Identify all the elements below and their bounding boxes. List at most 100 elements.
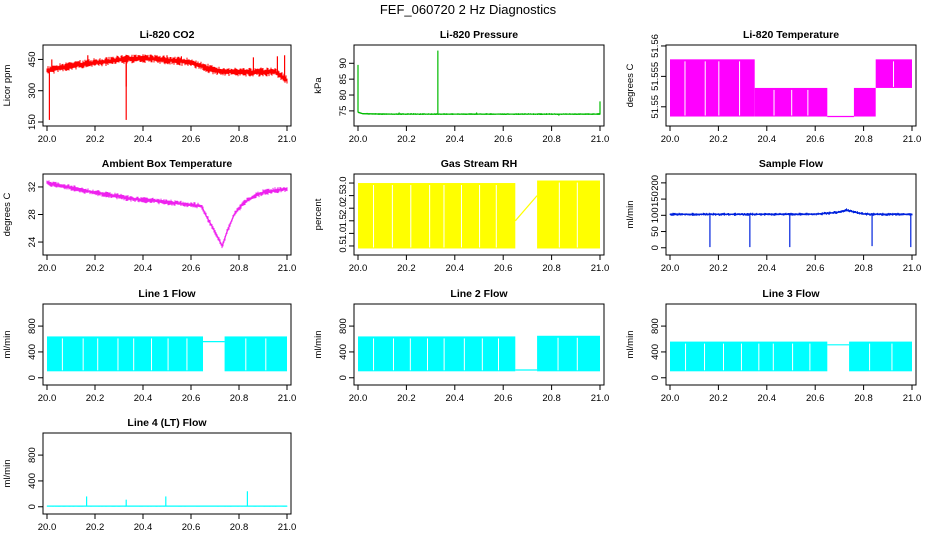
series-segment bbox=[853, 87, 876, 117]
x-tick-label: 20.8 bbox=[854, 134, 873, 145]
x-tick-label: 20.8 bbox=[230, 522, 249, 533]
y-tick-label: 51.56 bbox=[650, 34, 661, 58]
y-tick-label: 2.5 bbox=[338, 189, 349, 202]
y-tick-label: 400 bbox=[650, 344, 661, 360]
x-tick-label: 20.6 bbox=[494, 263, 513, 274]
x-tick-label: 20.0 bbox=[349, 263, 368, 274]
y-axis-label: degrees C bbox=[625, 63, 636, 107]
series-segment bbox=[358, 336, 516, 372]
series-segment bbox=[358, 183, 516, 249]
y-tick-label: 150 bbox=[650, 191, 661, 207]
y-tick-label: 150 bbox=[27, 114, 38, 130]
x-tick-label: 20.0 bbox=[38, 393, 57, 404]
panel-title: Sample Flow bbox=[759, 158, 824, 170]
x-tick-label: 20.2 bbox=[86, 134, 105, 145]
x-tick-label: 20.0 bbox=[38, 522, 57, 533]
plot-frame bbox=[42, 303, 292, 386]
y-tick-label: 0 bbox=[338, 375, 349, 380]
x-tick-label: 20.6 bbox=[806, 134, 825, 145]
x-tick-label: 20.2 bbox=[709, 263, 728, 274]
x-tick-label: 21.0 bbox=[591, 263, 610, 274]
y-axis-label: kPa bbox=[313, 77, 324, 94]
y-tick-label: 300 bbox=[27, 83, 38, 99]
series-segment bbox=[537, 180, 600, 249]
x-tick-label: 20.4 bbox=[758, 393, 777, 404]
x-tick-label: 20.0 bbox=[38, 134, 57, 145]
y-tick-label: 28 bbox=[27, 209, 38, 220]
x-tick-label: 20.4 bbox=[758, 263, 777, 274]
x-tick-label: 20.2 bbox=[397, 134, 416, 145]
y-axis-label: degrees C bbox=[2, 192, 13, 236]
plot-frame bbox=[353, 44, 605, 127]
x-tick-label: 20.6 bbox=[182, 134, 201, 145]
y-axis-label: ml/min bbox=[625, 201, 636, 229]
x-tick-label: 20.4 bbox=[134, 134, 153, 145]
y-tick-label: 51.55 bbox=[650, 95, 661, 119]
y-tick-label: 0.5 bbox=[338, 239, 349, 252]
x-tick-label: 20.8 bbox=[854, 393, 873, 404]
y-tick-label: 0 bbox=[650, 375, 661, 380]
series-line bbox=[357, 111, 600, 115]
panel-co2: Li-820 CO2 20.0 20.2 20.4 20.6 20.8 21.0 150 300… bbox=[2, 29, 296, 145]
panel-line4: Line 4 (LT) Flow 20.0 20.2 20.4 20.6 20.8 21.0… bbox=[2, 417, 296, 533]
y-tick-label: 1.5 bbox=[338, 214, 349, 227]
y-tick-label: 0 bbox=[27, 375, 38, 380]
panel-title: Line 2 Flow bbox=[450, 288, 508, 300]
x-tick-label: 20.6 bbox=[806, 393, 825, 404]
x-tick-label: 20.2 bbox=[86, 263, 105, 274]
x-tick-label: 20.0 bbox=[661, 134, 680, 145]
y-axis-label: percent bbox=[313, 198, 324, 230]
x-tick-label: 20.2 bbox=[86, 522, 105, 533]
y-tick-label: 800 bbox=[338, 318, 349, 334]
plot-frame bbox=[353, 173, 605, 256]
series-segment bbox=[224, 336, 287, 372]
x-tick-label: 20.8 bbox=[230, 134, 249, 145]
panel-line2: Line 2 Flow 20.0 20.2 20.4 20.6 20.8 21.0 0 400 8… bbox=[313, 288, 609, 404]
y-tick-label: 32 bbox=[27, 182, 38, 193]
x-tick-label: 21.0 bbox=[278, 522, 297, 533]
x-tick-label: 20.0 bbox=[349, 134, 368, 145]
plot-frame bbox=[353, 303, 605, 386]
gap-connector bbox=[514, 195, 538, 222]
series-line bbox=[670, 209, 912, 215]
y-tick-label: 50 bbox=[650, 226, 661, 237]
x-tick-label: 20.4 bbox=[446, 263, 465, 274]
panel-title: Li-820 CO2 bbox=[140, 29, 195, 41]
x-tick-label: 20.2 bbox=[86, 393, 105, 404]
y-axis-label: Licor ppm bbox=[2, 65, 13, 107]
panel-title: Line 4 (LT) Flow bbox=[127, 417, 207, 429]
x-tick-label: 20.8 bbox=[542, 393, 561, 404]
x-tick-label: 20.4 bbox=[758, 134, 777, 145]
x-tick-label: 20.4 bbox=[134, 263, 153, 274]
x-tick-label: 20.8 bbox=[230, 263, 249, 274]
y-tick-label: 0 bbox=[27, 504, 38, 509]
series-segment bbox=[670, 341, 828, 372]
x-tick-label: 20.2 bbox=[709, 134, 728, 145]
series-segment bbox=[754, 87, 828, 117]
y-tick-label: 400 bbox=[27, 344, 38, 360]
panel-title: Ambient Box Temperature bbox=[102, 158, 233, 170]
x-tick-label: 20.0 bbox=[38, 263, 57, 274]
plot-frame bbox=[42, 432, 292, 515]
figure-title: FEF_060720 2 Hz Diagnostics bbox=[380, 2, 557, 17]
panel-line3: Line 3 Flow 20.0 20.2 20.4 20.6 20.8 21.0 0 400 8… bbox=[625, 288, 921, 404]
y-tick-label: 80 bbox=[338, 90, 349, 101]
x-tick-label: 20.6 bbox=[806, 263, 825, 274]
y-tick-label: 100 bbox=[650, 207, 661, 223]
y-axis-label: ml/min bbox=[313, 331, 324, 359]
panel-title: Gas Stream RH bbox=[441, 158, 517, 170]
panel-pressure: Li-820 Pressure 20.0 20.2 20.4 20.6 20.8 21.0 7… bbox=[313, 29, 609, 145]
x-tick-label: 20.6 bbox=[182, 522, 201, 533]
y-tick-label: 800 bbox=[27, 447, 38, 463]
x-tick-label: 20.4 bbox=[446, 134, 465, 145]
y-tick-label: 200 bbox=[650, 175, 661, 191]
x-tick-label: 21.0 bbox=[591, 134, 610, 145]
plot-frame bbox=[665, 173, 917, 256]
x-tick-label: 20.4 bbox=[134, 393, 153, 404]
x-tick-label: 21.0 bbox=[278, 263, 297, 274]
plot-frame bbox=[665, 44, 917, 127]
panel-line1: Line 1 Flow 20.0 20.2 20.4 20.6 20.8 21.0 0 400 8… bbox=[2, 288, 296, 404]
x-tick-label: 20.8 bbox=[854, 263, 873, 274]
y-tick-label: 90 bbox=[338, 58, 349, 69]
